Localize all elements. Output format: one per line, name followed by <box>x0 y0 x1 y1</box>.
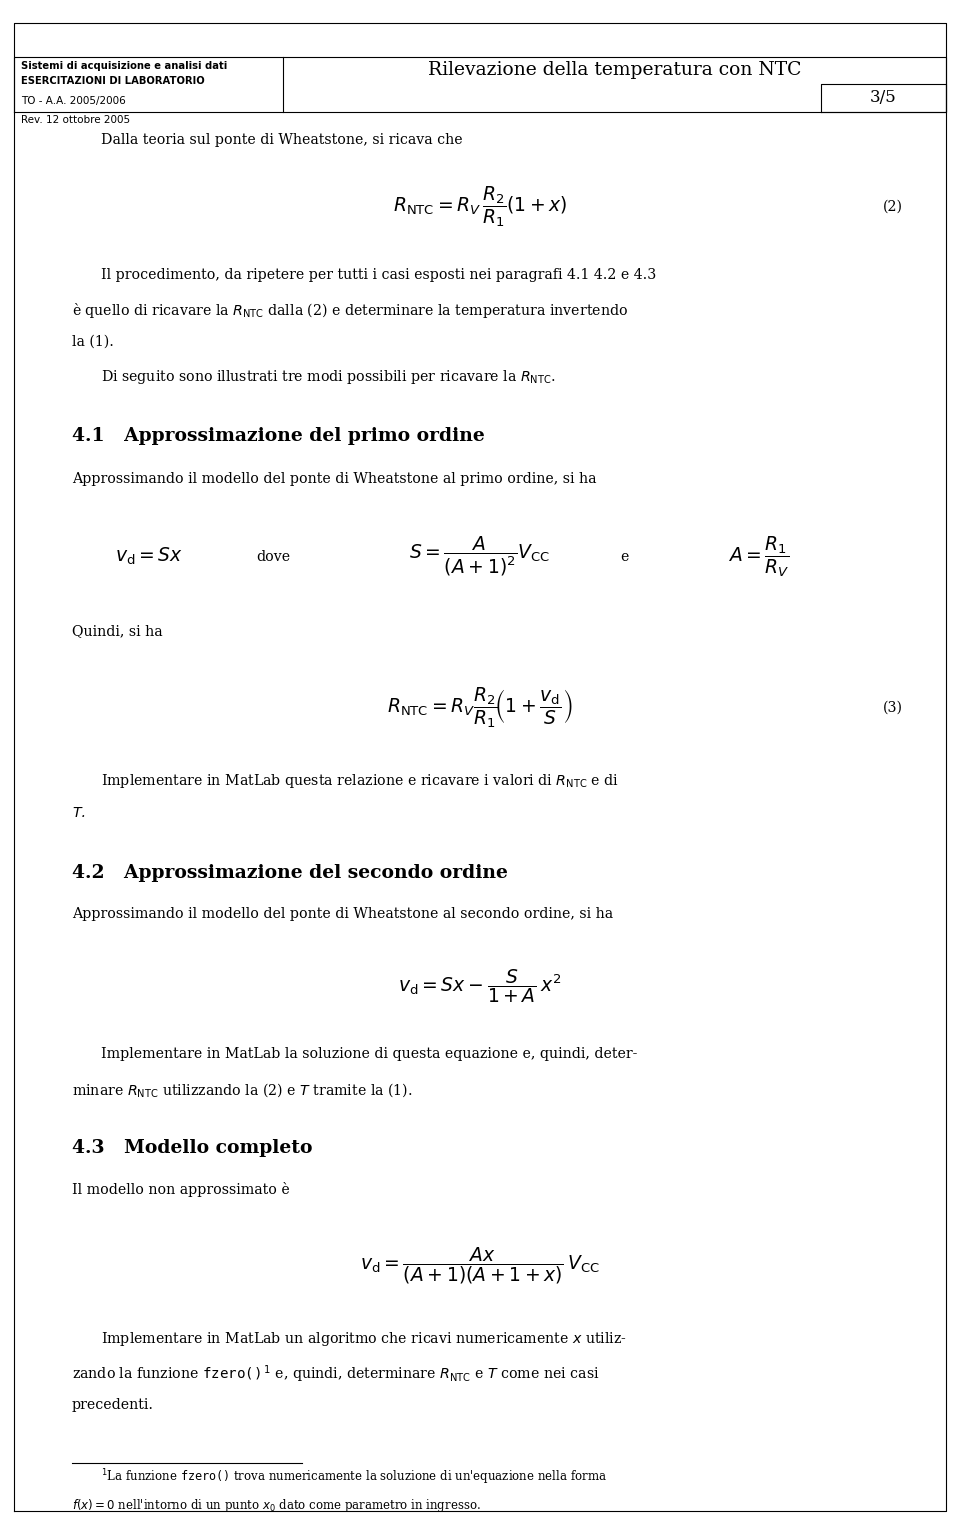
Text: Il procedimento, da ripetere per tutti i casi esposti nei paragrafi 4.1 4.2 e 4.: Il procedimento, da ripetere per tutti i… <box>101 268 656 281</box>
Text: Sistemi di acquisizione e analisi dati: Sistemi di acquisizione e analisi dati <box>21 61 228 72</box>
Text: la (1).: la (1). <box>72 335 114 349</box>
Text: Rev. 12 ottobre 2005: Rev. 12 ottobre 2005 <box>21 115 131 125</box>
Text: Implementare in MatLab questa relazione e ricavare i valori di $R_{\mathrm{NTC}}: Implementare in MatLab questa relazione … <box>101 772 619 790</box>
Text: $v_{\mathrm{d}} = \dfrac{Ax}{(A+1)(A+1+x)}\,V_{\mathrm{CC}}$: $v_{\mathrm{d}} = \dfrac{Ax}{(A+1)(A+1+x… <box>360 1246 600 1286</box>
Text: Implementare in MatLab la soluzione di questa equazione e, quindi, deter-: Implementare in MatLab la soluzione di q… <box>101 1047 637 1061</box>
Text: 3/5: 3/5 <box>870 89 897 107</box>
Text: Approssimando il modello del ponte di Wheatstone al secondo ordine, si ha: Approssimando il modello del ponte di Wh… <box>72 907 613 920</box>
Text: Quindi, si ha: Quindi, si ha <box>72 624 162 638</box>
Text: Dalla teoria sul ponte di Wheatstone, si ricava che: Dalla teoria sul ponte di Wheatstone, si… <box>101 133 463 147</box>
Text: è quello di ricavare la $R_{\mathrm{NTC}}$ dalla (2) e determinare la temperatur: è quello di ricavare la $R_{\mathrm{NTC}… <box>72 301 628 320</box>
Text: (3): (3) <box>883 700 902 716</box>
Text: $R_{\mathrm{NTC}} = R_V\dfrac{R_2}{R_1}\!\left(1 + \dfrac{v_{\mathrm{d}}}{S}\rig: $R_{\mathrm{NTC}} = R_V\dfrac{R_2}{R_1}\… <box>387 685 573 731</box>
Text: 4.1   Approssimazione del primo ordine: 4.1 Approssimazione del primo ordine <box>72 427 485 445</box>
Text: 4.3   Modello completo: 4.3 Modello completo <box>72 1139 313 1157</box>
Text: TO - A.A. 2005/2006: TO - A.A. 2005/2006 <box>21 96 126 107</box>
Text: 4.2   Approssimazione del secondo ordine: 4.2 Approssimazione del secondo ordine <box>72 864 508 882</box>
Text: Di seguito sono illustrati tre modi possibili per ricavare la $R_{\mathrm{NTC}}$: Di seguito sono illustrati tre modi poss… <box>101 368 556 387</box>
Text: $A = \dfrac{R_1}{R_V}$: $A = \dfrac{R_1}{R_V}$ <box>728 534 789 579</box>
Text: Rilevazione della temperatura con NTC: Rilevazione della temperatura con NTC <box>427 61 802 80</box>
Text: $R_{\mathrm{NTC}} = R_V\,\dfrac{R_2}{R_1}\left(1 + x\right)$: $R_{\mathrm{NTC}} = R_V\,\dfrac{R_2}{R_1… <box>393 183 567 229</box>
Text: Il modello non approssimato è: Il modello non approssimato è <box>72 1182 290 1197</box>
Text: zando la funzione $\mathtt{fzero()}^{\,1}$ e, quindi, determinare $R_{\mathrm{NT: zando la funzione $\mathtt{fzero()}^{\,1… <box>72 1364 599 1385</box>
Text: $v_{\mathrm{d}} = Sx - \dfrac{S}{1+A}\,x^2$: $v_{\mathrm{d}} = Sx - \dfrac{S}{1+A}\,x… <box>398 968 562 1005</box>
Text: dove: dove <box>256 549 291 564</box>
Text: $v_{\mathrm{d}} = Sx$: $v_{\mathrm{d}} = Sx$ <box>115 546 182 567</box>
Text: precedenti.: precedenti. <box>72 1398 154 1411</box>
Text: minare $R_{\mathrm{NTC}}$ utilizzando la (2) e $T$ tramite la (1).: minare $R_{\mathrm{NTC}}$ utilizzando la… <box>72 1081 413 1099</box>
Text: $T$.: $T$. <box>72 806 85 820</box>
Text: $^1$La funzione $\mathtt{fzero()}$ trova numericamente la soluzione di un'equazi: $^1$La funzione $\mathtt{fzero()}$ trova… <box>101 1468 607 1488</box>
Text: $f(x) = 0$ nell'intorno di un punto $x_0$ dato come parametro in ingresso.: $f(x) = 0$ nell'intorno di un punto $x_0… <box>72 1497 481 1514</box>
Text: Approssimando il modello del ponte di Wheatstone al primo ordine, si ha: Approssimando il modello del ponte di Wh… <box>72 472 596 486</box>
Text: (2): (2) <box>883 199 902 214</box>
Text: e: e <box>620 549 628 564</box>
Text: ESERCITAZIONI DI LABORATORIO: ESERCITAZIONI DI LABORATORIO <box>21 76 204 87</box>
Text: $S = \dfrac{A}{(A+1)^2}V_{\mathrm{CC}}$: $S = \dfrac{A}{(A+1)^2}V_{\mathrm{CC}}$ <box>409 535 551 578</box>
Text: Implementare in MatLab un algoritmo che ricavi numericamente $x$ utiliz-: Implementare in MatLab un algoritmo che … <box>101 1330 627 1349</box>
